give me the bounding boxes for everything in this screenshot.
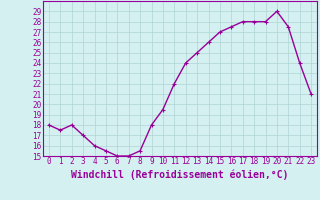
X-axis label: Windchill (Refroidissement éolien,°C): Windchill (Refroidissement éolien,°C) (71, 169, 289, 180)
